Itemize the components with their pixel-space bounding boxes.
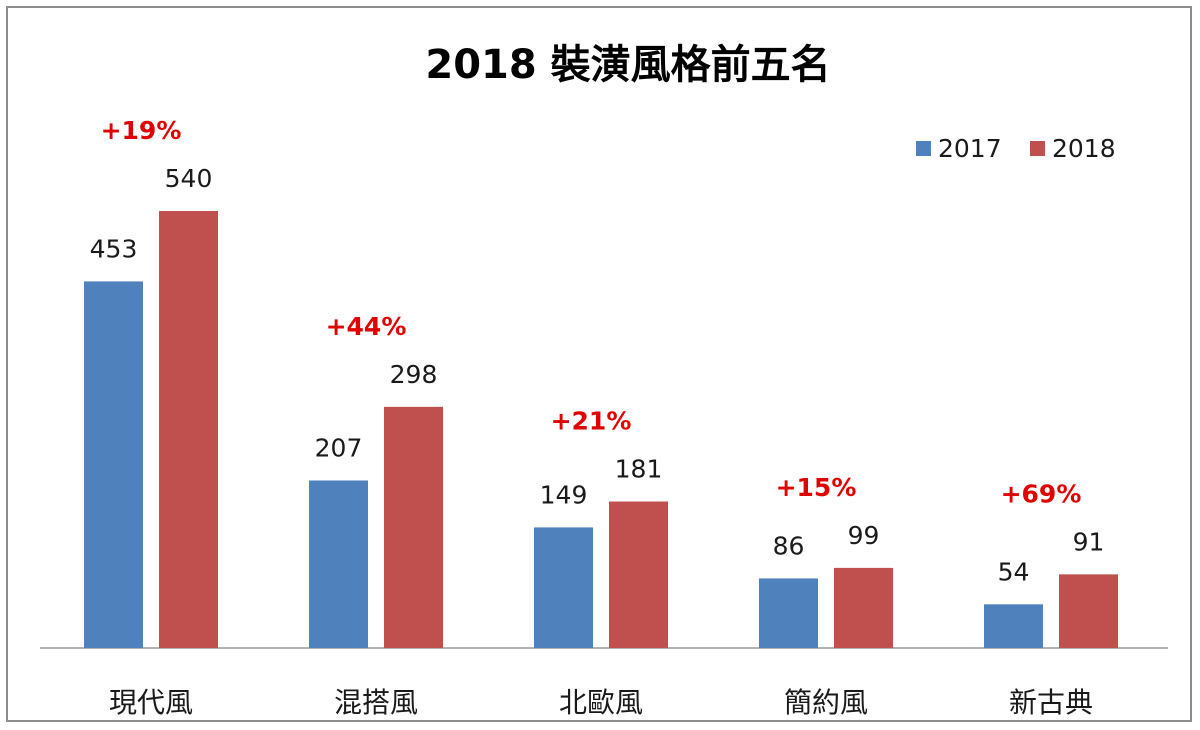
value-label-2018-3: 181 (615, 455, 663, 484)
chart-title: 2018 裝潢風格前五名 (425, 42, 830, 88)
bar-2017-1 (84, 281, 143, 648)
growth-annotation-2: +44% (326, 312, 407, 341)
category-label-4: 簡約風 (784, 686, 868, 719)
bar-2017-3 (534, 527, 593, 648)
value-label-2018-2: 298 (390, 360, 438, 389)
growth-annotation-1: +19% (101, 116, 182, 145)
bar-2018-3 (609, 501, 668, 648)
legend-swatch-2017 (916, 141, 931, 156)
bar-2018-4 (834, 567, 893, 648)
bar-2017-4 (759, 578, 818, 648)
value-label-2017-5: 54 (998, 557, 1030, 586)
bar-2018-5 (1059, 574, 1118, 648)
growth-annotation-3: +21% (551, 407, 632, 436)
value-label-2018-5: 91 (1073, 527, 1105, 556)
bar-2018-2 (384, 406, 443, 648)
category-label-1: 現代風 (109, 686, 193, 719)
value-label-2017-4: 86 (773, 531, 805, 560)
bar-2017-5 (984, 604, 1043, 648)
legend-label-2018: 2018 (1052, 134, 1116, 163)
category-label-3: 北歐風 (559, 686, 643, 719)
value-label-2017-1: 453 (90, 234, 138, 263)
bar-2018-1 (159, 211, 218, 648)
value-label-2018-1: 540 (165, 164, 213, 193)
category-label-2: 混搭風 (334, 686, 418, 719)
bar-2017-2 (309, 480, 368, 648)
value-label-2017-2: 207 (315, 433, 363, 462)
legend-label-2017: 2017 (938, 134, 1002, 163)
value-label-2018-4: 99 (848, 521, 880, 550)
category-label-5: 新古典 (1009, 686, 1093, 719)
legend-swatch-2018 (1030, 141, 1045, 156)
bars-group: 453 540 +19% 現代風 207 298 +44% 混搭風 149 181 +21% 北歐風 8… (84, 116, 1118, 719)
growth-annotation-5: +69% (1001, 479, 1082, 508)
legend: 2017 2018 (916, 134, 1116, 163)
value-label-2017-3: 149 (540, 480, 588, 509)
growth-annotation-4: +15% (776, 473, 857, 502)
